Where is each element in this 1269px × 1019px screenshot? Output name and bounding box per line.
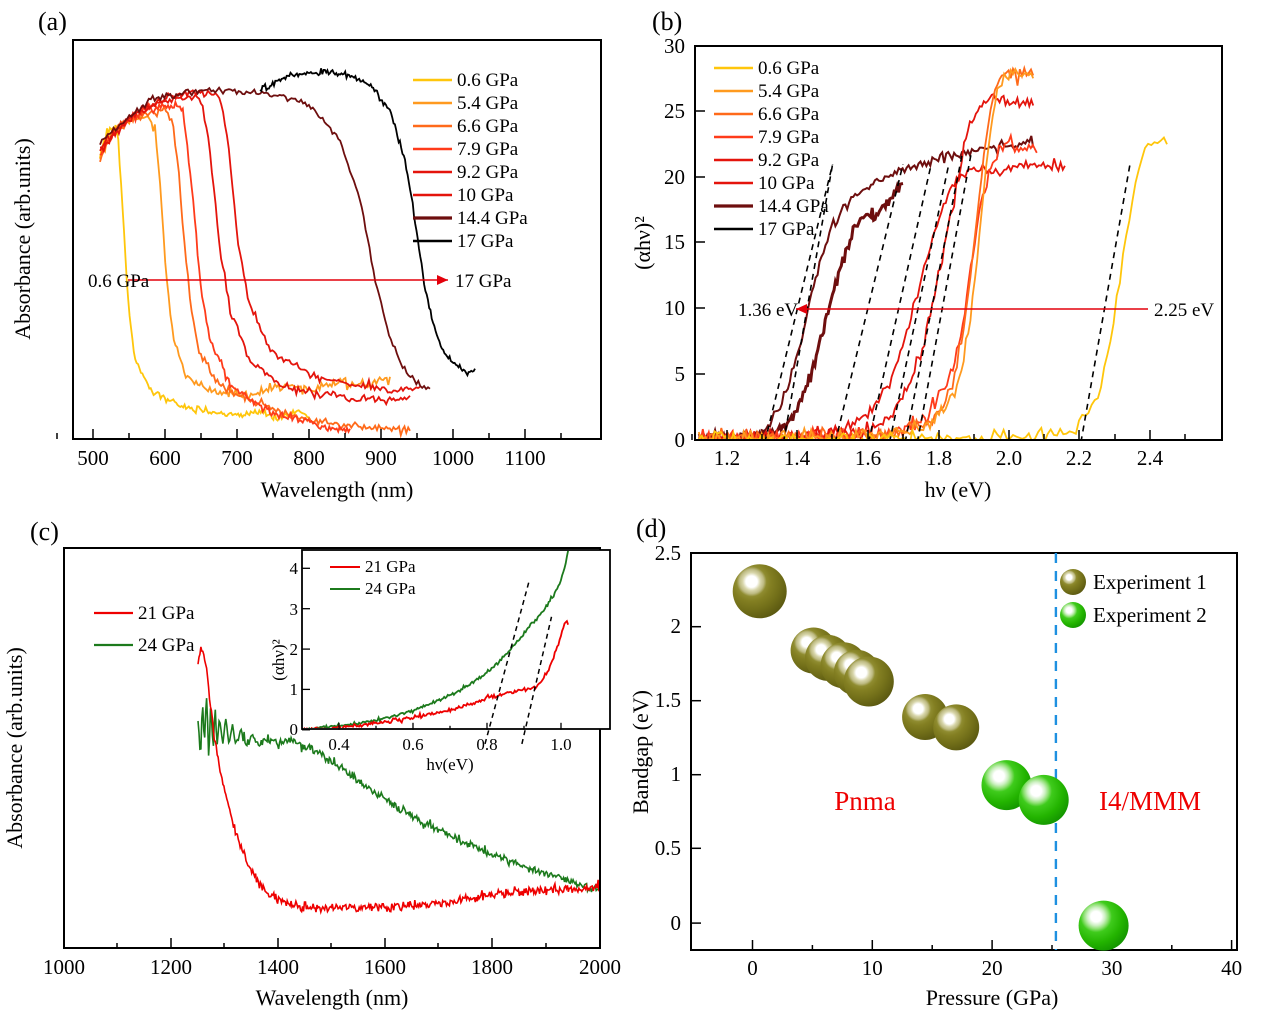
svg-text:(b): (b)	[652, 7, 682, 36]
svg-text:Wavelength (nm): Wavelength (nm)	[256, 985, 409, 1010]
svg-text:2000: 2000	[579, 955, 621, 979]
svg-text:1.5: 1.5	[655, 688, 681, 712]
svg-text:20: 20	[982, 956, 1003, 980]
svg-text:1100: 1100	[504, 446, 545, 470]
svg-text:0.6 GPa: 0.6 GPa	[88, 271, 150, 292]
svg-text:1.8: 1.8	[926, 446, 952, 470]
svg-text:21 GPa: 21 GPa	[365, 557, 416, 576]
svg-text:1.36 eV: 1.36 eV	[738, 300, 798, 321]
svg-text:25: 25	[664, 99, 685, 123]
svg-text:1200: 1200	[150, 955, 192, 979]
svg-text:7.9 GPa: 7.9 GPa	[457, 139, 519, 160]
svg-text:10: 10	[664, 296, 685, 320]
svg-text:0.5: 0.5	[655, 836, 681, 860]
svg-text:1: 1	[671, 762, 682, 786]
svg-text:0.6 GPa: 0.6 GPa	[758, 58, 820, 79]
svg-text:2: 2	[671, 614, 682, 638]
svg-text:9.2 GPa: 9.2 GPa	[457, 162, 519, 183]
svg-text:900: 900	[365, 446, 397, 470]
svg-text:20: 20	[664, 165, 685, 189]
svg-text:7.9 GPa: 7.9 GPa	[758, 127, 820, 148]
svg-text:17 GPa: 17 GPa	[758, 219, 815, 240]
svg-text:1: 1	[290, 680, 299, 699]
svg-text:15: 15	[664, 230, 685, 254]
svg-text:10 GPa: 10 GPa	[457, 185, 514, 206]
svg-text:Pnma: Pnma	[834, 786, 896, 816]
svg-text:1000: 1000	[43, 955, 85, 979]
svg-text:14.4 GPa: 14.4 GPa	[457, 208, 528, 229]
svg-text:3: 3	[290, 600, 299, 619]
svg-text:0: 0	[675, 428, 686, 452]
svg-text:Experiment 1: Experiment 1	[1093, 570, 1207, 594]
svg-text:500: 500	[77, 446, 109, 470]
svg-text:40: 40	[1221, 956, 1242, 980]
svg-text:0.4: 0.4	[328, 735, 350, 754]
svg-text:Experiment 2: Experiment 2	[1093, 603, 1207, 627]
svg-text:2: 2	[290, 640, 299, 659]
svg-text:hν (eV): hν (eV)	[925, 477, 992, 502]
svg-text:4: 4	[290, 559, 299, 578]
svg-text:24 GPa: 24 GPa	[138, 635, 195, 656]
svg-text:24 GPa: 24 GPa	[365, 579, 416, 598]
svg-text:1.0: 1.0	[550, 735, 571, 754]
svg-text:30: 30	[664, 34, 685, 58]
svg-text:Bandgap (eV): Bandgap (eV)	[628, 690, 653, 814]
svg-text:700: 700	[221, 446, 253, 470]
svg-text:(c): (c)	[30, 517, 59, 546]
svg-text:0: 0	[290, 720, 299, 739]
svg-text:(αhν)²: (αhν)²	[269, 639, 288, 681]
svg-text:6.6 GPa: 6.6 GPa	[758, 104, 820, 125]
svg-text:(αhν)²: (αhν)²	[630, 216, 655, 270]
svg-text:0.6: 0.6	[402, 735, 423, 754]
svg-text:I4/MMM: I4/MMM	[1099, 786, 1201, 816]
svg-text:0: 0	[671, 911, 682, 935]
svg-text:1600: 1600	[364, 955, 406, 979]
svg-text:2.25 eV: 2.25 eV	[1154, 300, 1214, 321]
svg-text:0.6 GPa: 0.6 GPa	[457, 70, 519, 91]
svg-text:9.2 GPa: 9.2 GPa	[758, 150, 820, 171]
svg-text:0.8: 0.8	[476, 735, 497, 754]
svg-text:1.6: 1.6	[855, 446, 881, 470]
svg-text:hν(eV): hν(eV)	[426, 755, 473, 774]
svg-text:Wavelength (nm): Wavelength (nm)	[261, 477, 414, 502]
svg-text:2.0: 2.0	[996, 446, 1022, 470]
svg-text:Pressure (GPa): Pressure (GPa)	[926, 985, 1059, 1010]
svg-text:1400: 1400	[257, 955, 299, 979]
svg-text:5.4 GPa: 5.4 GPa	[758, 81, 820, 102]
svg-text:800: 800	[293, 446, 325, 470]
svg-text:1800: 1800	[471, 955, 513, 979]
svg-text:1.2: 1.2	[714, 446, 740, 470]
svg-text:21 GPa: 21 GPa	[138, 603, 195, 624]
svg-text:5.4 GPa: 5.4 GPa	[457, 93, 519, 114]
svg-text:5: 5	[675, 362, 686, 386]
svg-text:Absorbance (arb.units): Absorbance (arb.units)	[10, 138, 35, 340]
svg-text:1000: 1000	[432, 446, 474, 470]
svg-text:17 GPa: 17 GPa	[455, 271, 512, 292]
svg-text:30: 30	[1101, 956, 1122, 980]
svg-text:0: 0	[747, 956, 758, 980]
svg-text:10: 10	[862, 956, 883, 980]
svg-text:(a): (a)	[38, 7, 67, 36]
svg-text:2.5: 2.5	[655, 541, 681, 565]
svg-text:10 GPa: 10 GPa	[758, 173, 815, 194]
svg-text:2.2: 2.2	[1066, 446, 1092, 470]
svg-text:17 GPa: 17 GPa	[457, 231, 514, 252]
svg-text:1.4: 1.4	[784, 446, 811, 470]
svg-text:14.4 GPa: 14.4 GPa	[758, 196, 829, 217]
svg-text:600: 600	[149, 446, 181, 470]
svg-text:6.6 GPa: 6.6 GPa	[457, 116, 519, 137]
svg-text:Absorbance (arb.units): Absorbance (arb.units)	[2, 647, 27, 849]
svg-text:2.4: 2.4	[1137, 446, 1164, 470]
svg-text:(d): (d)	[636, 514, 666, 543]
